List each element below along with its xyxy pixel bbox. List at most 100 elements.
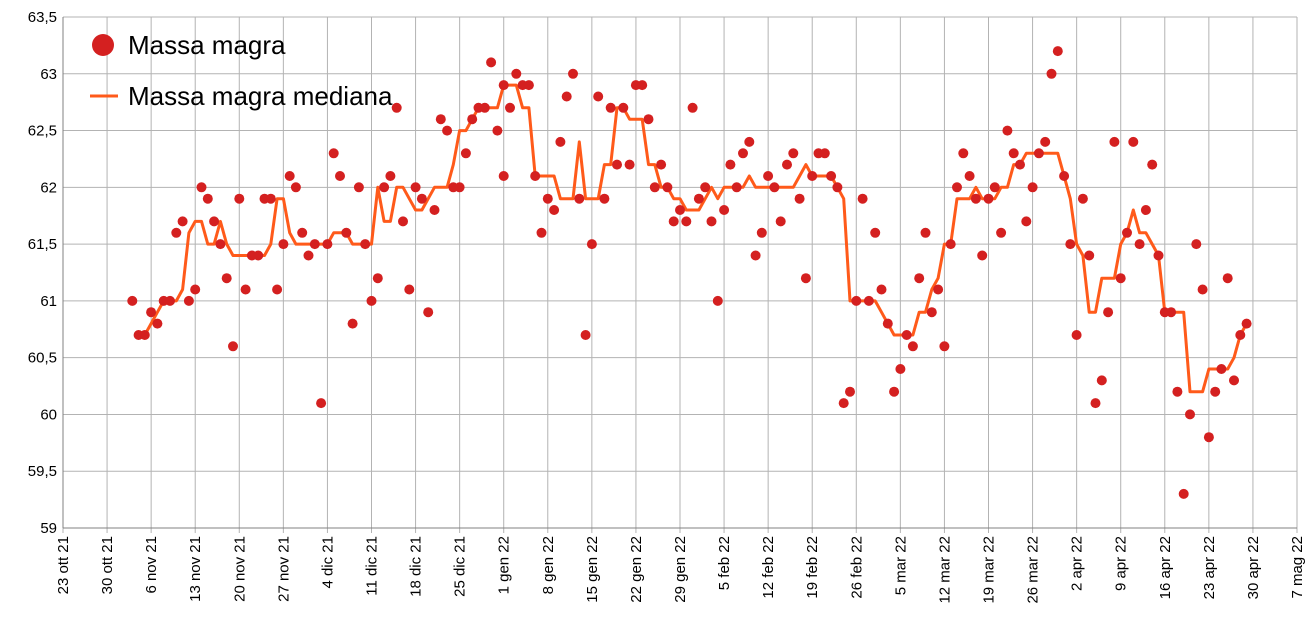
data-point	[410, 182, 421, 193]
data-point	[328, 148, 339, 159]
data-point	[1216, 364, 1227, 374]
data-point	[360, 239, 371, 250]
data-point	[322, 239, 333, 250]
data-point	[731, 182, 742, 193]
data-point	[668, 216, 679, 227]
data-point	[398, 216, 408, 227]
data-point	[996, 227, 1007, 238]
data-point	[523, 80, 534, 91]
data-point	[165, 295, 175, 306]
data-point	[700, 182, 711, 193]
data-point	[278, 239, 289, 250]
x-tick-label: 2 apr 22	[1069, 536, 1086, 591]
x-tick-label: 19 feb 22	[804, 536, 821, 599]
y-tick-label: 60,5	[28, 350, 57, 367]
data-point	[970, 193, 981, 204]
data-point	[920, 227, 931, 238]
data-point	[782, 159, 792, 170]
legend-marker-points	[92, 34, 114, 56]
data-point	[693, 193, 704, 204]
data-point	[1059, 171, 1070, 181]
x-tick-label: 9 apr 22	[1113, 536, 1130, 591]
data-point	[372, 273, 383, 284]
data-point	[1222, 273, 1233, 284]
x-tick-label: 16 apr 22	[1157, 536, 1174, 599]
data-point	[574, 193, 585, 204]
data-point	[989, 182, 1000, 193]
data-point	[1046, 68, 1057, 79]
data-point	[593, 91, 604, 102]
data-point	[177, 216, 188, 227]
data-point	[1166, 307, 1177, 318]
x-tick-label: 29 gen 22	[672, 536, 689, 603]
legend-label-points: Massa magra	[128, 30, 286, 60]
data-point	[353, 182, 364, 193]
data-point	[876, 284, 887, 295]
data-point	[618, 102, 629, 113]
data-point	[316, 398, 327, 409]
x-tick-label: 20 nov 21	[231, 536, 248, 602]
x-tick-label: 7 mag 22	[1289, 536, 1306, 599]
data-point	[1172, 386, 1183, 397]
data-point	[1115, 273, 1126, 284]
data-point	[341, 227, 352, 238]
data-point	[643, 114, 654, 125]
data-point	[800, 273, 811, 284]
data-point	[265, 193, 276, 204]
data-point	[196, 182, 207, 193]
x-tick-label: 6 nov 21	[143, 536, 160, 594]
x-tick-label: 26 mar 22	[1025, 536, 1042, 604]
data-point	[706, 216, 717, 227]
x-tick-label: 1 gen 22	[496, 536, 513, 594]
data-point	[290, 182, 301, 193]
data-point	[1235, 330, 1246, 340]
data-point	[1096, 375, 1107, 386]
data-point	[454, 182, 465, 193]
data-point	[819, 148, 830, 159]
points-layer	[127, 46, 1252, 499]
data-point	[605, 102, 616, 113]
x-tick-label: 12 mar 22	[936, 536, 953, 604]
data-point	[1140, 205, 1151, 215]
x-tick-label: 19 mar 22	[981, 536, 998, 604]
data-point	[964, 171, 975, 181]
data-point	[221, 273, 232, 284]
data-point	[977, 250, 988, 261]
data-point	[1015, 159, 1025, 170]
data-point	[1153, 250, 1164, 261]
data-point	[1071, 330, 1082, 340]
data-point	[467, 114, 478, 125]
data-point	[832, 182, 843, 193]
data-point	[146, 307, 157, 318]
data-point	[851, 295, 862, 306]
data-point	[335, 171, 345, 181]
data-point	[744, 136, 755, 147]
y-tick-label: 61	[40, 293, 57, 310]
data-point	[309, 239, 320, 250]
data-point	[429, 205, 440, 215]
data-point	[498, 80, 509, 91]
data-point	[838, 398, 849, 409]
data-point	[215, 239, 226, 250]
data-point	[347, 318, 358, 329]
x-tick-labels: 23 ott 21 30 ott 21 6 nov 21 13 nov 21 20 no…	[55, 536, 1306, 604]
x-tick-label: 30 apr 22	[1245, 536, 1262, 599]
data-point	[933, 284, 944, 295]
data-point	[1178, 488, 1189, 499]
data-point	[1033, 148, 1044, 159]
data-point	[486, 57, 497, 68]
data-point	[460, 148, 471, 159]
data-point	[1084, 250, 1095, 261]
data-point	[1077, 193, 1088, 204]
data-point	[901, 330, 912, 340]
data-point	[190, 284, 201, 295]
data-point	[857, 193, 868, 204]
data-point	[826, 171, 837, 181]
y-tick-labels: 59 59,5 60 60,5 61 61,5 62 62,5 63 63,5	[28, 9, 57, 537]
data-point	[637, 80, 648, 91]
data-point	[612, 159, 622, 170]
data-point	[1203, 432, 1214, 443]
data-point	[656, 159, 667, 170]
